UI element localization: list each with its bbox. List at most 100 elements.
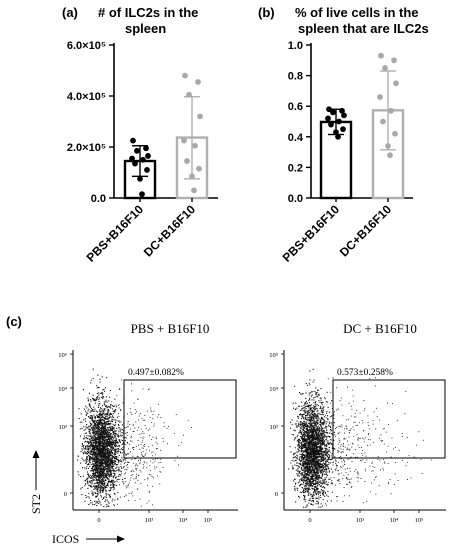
flow-dot — [91, 443, 93, 445]
flow-dot — [110, 447, 112, 449]
flow-dot — [110, 480, 112, 482]
flow-dot — [114, 432, 116, 434]
flow-dot — [94, 416, 96, 418]
flow-dot — [311, 399, 313, 401]
data-point — [387, 152, 393, 159]
flow-dot — [87, 474, 89, 476]
flow-dot — [90, 445, 92, 447]
flow-dot — [119, 440, 121, 442]
flow-dot — [317, 394, 319, 396]
flow-dot — [98, 427, 100, 429]
flow-dot — [107, 411, 109, 413]
flow-dot — [114, 444, 116, 446]
flow-dot — [101, 473, 103, 475]
flow-dot — [321, 447, 323, 449]
flow-dot — [108, 429, 110, 431]
flow-dot — [101, 425, 103, 427]
flow-dot — [298, 472, 300, 474]
flow-dot — [305, 431, 307, 433]
flow-dot — [98, 423, 100, 425]
flow-dot — [295, 425, 297, 427]
flow-dot — [118, 470, 120, 472]
flow-dot — [124, 469, 126, 471]
flow-dot — [299, 481, 301, 483]
flow-dot — [313, 426, 315, 428]
flow-dot — [127, 421, 129, 422]
flow-dot — [97, 479, 99, 481]
flow-dot — [102, 412, 104, 414]
flow-dot — [291, 459, 293, 461]
flow-dot — [313, 447, 315, 449]
flow-dot — [109, 462, 111, 464]
flow-dot — [136, 468, 138, 469]
flow-dot — [298, 443, 300, 445]
flow-dot — [88, 457, 90, 459]
flow-dot — [314, 396, 316, 398]
flow-dot — [102, 456, 104, 458]
flow-dot — [107, 448, 109, 450]
flow-dot — [118, 415, 120, 417]
flow-dot — [108, 434, 110, 436]
flow-dot — [308, 456, 310, 458]
flow-x-tick-label: 0 — [97, 517, 100, 524]
flow-dot — [94, 430, 96, 432]
flow-dot — [306, 413, 308, 415]
flow-dot — [98, 419, 100, 421]
flow-dot — [116, 469, 118, 471]
flow-dot — [92, 492, 94, 494]
flow-dot — [105, 439, 107, 441]
flow-dot — [97, 451, 99, 453]
flow-dot — [320, 432, 322, 434]
flow-dot — [305, 446, 307, 448]
flow-dot — [106, 475, 108, 477]
flow-dot — [125, 487, 127, 489]
flow-x-tick-label: 10⁴ — [390, 517, 400, 524]
flow-dot — [93, 399, 95, 401]
flow-dot — [104, 427, 106, 429]
flow-dot — [89, 435, 91, 437]
flow-dot — [85, 432, 87, 434]
flow-dot — [326, 500, 328, 502]
flow-dot — [301, 445, 303, 447]
flow-dot — [100, 459, 102, 461]
flow-dot — [102, 429, 104, 431]
flow-dot — [315, 484, 317, 486]
flow-dot — [311, 453, 313, 455]
flow-dot — [121, 443, 123, 445]
flow-dot — [324, 420, 326, 422]
flow-dot — [98, 452, 100, 454]
flow-dot — [103, 468, 105, 470]
flow-dot — [84, 441, 86, 443]
flow-dot — [327, 452, 329, 454]
flow-dot — [103, 459, 105, 461]
flow-dot — [114, 424, 116, 426]
flow-dot — [320, 482, 322, 484]
flow-dot — [78, 408, 80, 410]
flow-dot — [112, 498, 114, 500]
flow-dot — [135, 477, 137, 479]
flow-dot — [97, 411, 99, 413]
flow-dot — [326, 430, 328, 432]
flow-dot — [310, 462, 312, 464]
flow-dot — [99, 435, 101, 437]
flow-dot — [316, 482, 318, 484]
flow-dot — [105, 486, 107, 488]
flow-dot — [101, 461, 103, 463]
flow-dot — [298, 441, 300, 443]
flow-dot — [92, 409, 94, 411]
flow-dot — [81, 427, 83, 429]
flow-dot — [96, 460, 98, 462]
flow-dot — [303, 407, 305, 409]
flow-dot — [99, 440, 101, 442]
flow-dot — [122, 402, 124, 404]
flow-dot — [297, 487, 299, 489]
flow-dot — [134, 427, 136, 429]
flow-dot — [296, 436, 298, 438]
flow-dot — [299, 423, 301, 425]
flow-dot — [95, 437, 97, 439]
flow-dot — [151, 422, 153, 423]
flow-dot — [109, 465, 111, 467]
flow-dot — [317, 389, 319, 391]
flow-dot — [103, 457, 105, 459]
flow-dot — [301, 457, 303, 459]
